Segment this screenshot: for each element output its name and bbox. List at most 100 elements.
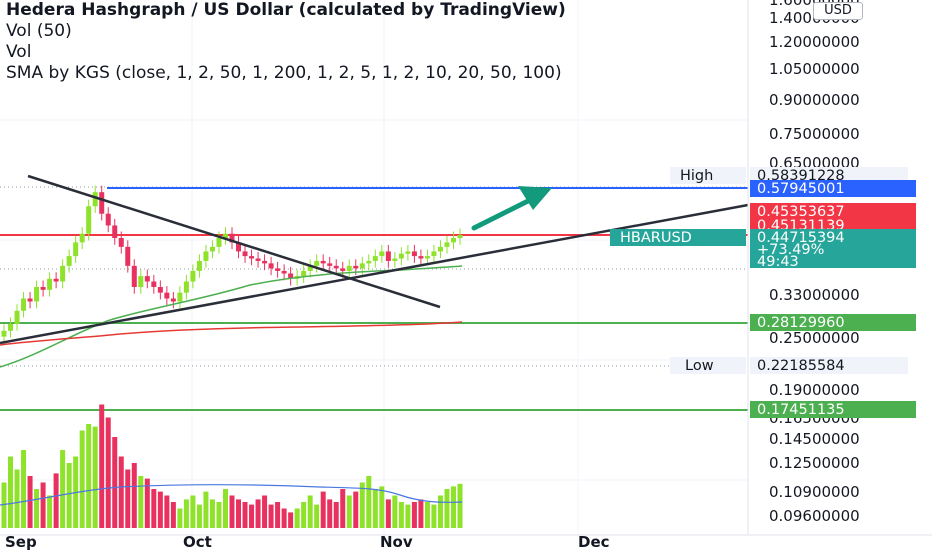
green-level-tag-2: 0.17451135 bbox=[750, 401, 916, 418]
candle-down bbox=[99, 192, 105, 214]
candle-up bbox=[444, 242, 450, 247]
volume-bar bbox=[275, 502, 281, 528]
green-level-value-2: 0.17451135 bbox=[757, 402, 845, 418]
candle-up bbox=[346, 265, 352, 271]
volume-bar bbox=[424, 502, 430, 528]
volume-bar bbox=[53, 473, 59, 528]
current-symbol: HBARUSD bbox=[620, 230, 692, 246]
volume-bar bbox=[268, 504, 274, 528]
volume-bar bbox=[138, 476, 144, 528]
volume-bar bbox=[301, 502, 307, 528]
volume-bar bbox=[379, 486, 385, 528]
candles bbox=[1, 185, 463, 344]
volume-bar bbox=[209, 499, 215, 528]
candle-down bbox=[333, 265, 339, 269]
current-price-tag: HBARUSD 0.44715394 +73.49% 49:43 bbox=[610, 229, 916, 270]
blue-level-tag: 0.57945001 bbox=[750, 180, 916, 197]
volume-bar bbox=[398, 502, 404, 528]
volume-bar bbox=[99, 404, 105, 528]
volume-bar bbox=[164, 495, 170, 528]
candle-up bbox=[457, 235, 463, 239]
candle-up bbox=[450, 238, 456, 243]
current-change: +73.49% bbox=[757, 242, 824, 258]
candle-down bbox=[255, 258, 261, 261]
y-tick-label: 0.09600000 bbox=[769, 507, 860, 525]
legend-vol50[interactable]: Vol (50) bbox=[6, 21, 72, 41]
candle-up bbox=[301, 270, 307, 277]
volume-bar bbox=[372, 489, 378, 528]
volume-bar bbox=[353, 491, 359, 528]
x-tick-label: Dec bbox=[578, 533, 610, 550]
candle-down bbox=[268, 263, 274, 269]
candle-up bbox=[14, 310, 20, 324]
candle-down bbox=[353, 265, 359, 269]
volume-bar bbox=[40, 482, 46, 528]
volume-bar bbox=[385, 499, 391, 528]
red-level-tag-1: 0.45353637 bbox=[750, 203, 916, 220]
volume-bar bbox=[255, 499, 261, 528]
x-tick-label: Oct bbox=[183, 533, 212, 550]
volume-bar bbox=[125, 469, 131, 528]
candle-down bbox=[275, 268, 281, 271]
volume-bar bbox=[437, 495, 443, 528]
time-axis-background bbox=[0, 535, 932, 550]
legend-vol[interactable]: Vol bbox=[6, 42, 32, 62]
candle-down bbox=[236, 242, 242, 252]
candle-down bbox=[385, 251, 391, 261]
legend-sma[interactable]: SMA by KGS (close, 1, 2, 50, 1, 200, 1, … bbox=[6, 63, 562, 83]
volume-bar bbox=[131, 463, 137, 528]
candle-down bbox=[262, 260, 268, 264]
volume-bar bbox=[307, 495, 313, 528]
currency-button[interactable]: USD bbox=[813, 2, 863, 20]
volume-bar bbox=[450, 486, 456, 528]
candle-up bbox=[21, 298, 27, 311]
volume-bar bbox=[405, 504, 411, 528]
candle-up bbox=[216, 238, 222, 247]
volume-bar bbox=[236, 499, 242, 528]
ascending-trend-line[interactable] bbox=[0, 203, 749, 345]
candle-down bbox=[164, 292, 170, 299]
candle-up bbox=[307, 265, 313, 271]
volume-bar bbox=[118, 456, 124, 528]
time-axis-ticks[interactable]: Sep Oct Nov Dec bbox=[5, 533, 610, 550]
candle-down bbox=[53, 278, 59, 282]
volume-bar bbox=[190, 495, 196, 528]
y-tick-label: 0.90000000 bbox=[769, 91, 860, 109]
y-tick-label: 0.14500000 bbox=[769, 430, 860, 448]
volume-bar bbox=[288, 512, 294, 528]
volume-bar bbox=[60, 450, 66, 528]
candle-up bbox=[398, 253, 404, 259]
green-level-tag-1: 0.28129960 bbox=[750, 314, 916, 331]
volume-bar bbox=[34, 489, 40, 528]
volume-bar bbox=[1, 482, 7, 528]
volume-bar bbox=[66, 463, 72, 528]
y-tick-label: 1.20000000 bbox=[769, 33, 860, 51]
volume-bar bbox=[392, 495, 398, 528]
y-tick-label: 0.19000000 bbox=[769, 381, 860, 399]
legend-title[interactable]: Hedera Hashgraph / US Dollar (calculated… bbox=[6, 0, 566, 20]
volume-bars bbox=[1, 404, 463, 528]
volume-bar bbox=[8, 456, 14, 528]
candle-down bbox=[288, 273, 294, 279]
grid-lines bbox=[0, 0, 748, 535]
candle-down bbox=[105, 213, 111, 226]
blue-level-value: 0.57945001 bbox=[757, 181, 845, 197]
candle-down bbox=[320, 260, 326, 264]
red-level-value-1: 0.45353637 bbox=[757, 204, 845, 220]
candle-up bbox=[437, 246, 443, 252]
volume-bar bbox=[216, 502, 222, 528]
candle-down bbox=[151, 281, 157, 287]
volume-bar bbox=[262, 495, 268, 528]
breakout-arrow[interactable] bbox=[471, 186, 552, 231]
candle-up bbox=[424, 256, 430, 259]
candle-up bbox=[34, 286, 40, 302]
volume-bar bbox=[86, 424, 92, 528]
descending-trend-line[interactable] bbox=[27, 174, 441, 309]
volume-bar bbox=[340, 489, 346, 528]
volume-bar bbox=[242, 502, 248, 528]
green-level-value-1: 0.28129960 bbox=[757, 315, 845, 331]
volume-bar bbox=[346, 495, 352, 528]
candle-down bbox=[281, 270, 287, 274]
candle-down bbox=[229, 233, 235, 243]
